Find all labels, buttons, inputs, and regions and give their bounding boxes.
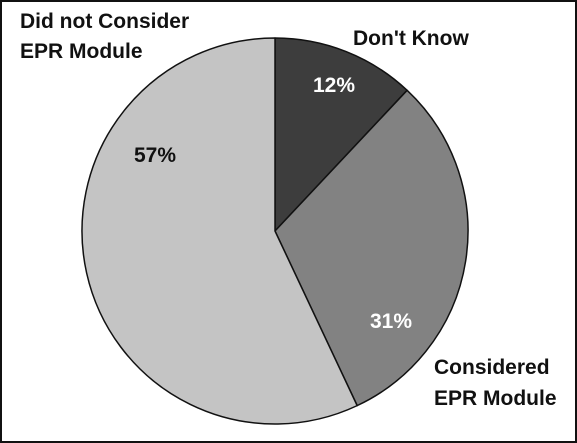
category-label-did-not-consider-line1: Did not Consider (20, 10, 189, 33)
category-label-dont-know: Don't Know (353, 27, 469, 50)
pie-slice-considered-epr-module (274, 89, 469, 407)
value-label-considered: 31% (370, 310, 412, 333)
category-label-considered-line1: Considered (434, 356, 550, 379)
value-label-dont-know: 12% (313, 74, 355, 97)
pie-slice-don-t-know (274, 37, 408, 232)
value-label-did-not-consider: 57% (134, 144, 176, 167)
category-label-considered-line2: EPR Module (434, 387, 557, 410)
pie-slices (81, 37, 469, 425)
category-label-did-not-consider-line2: EPR Module (20, 40, 143, 63)
pie-slice-did-not-consider-epr-module (81, 37, 358, 425)
